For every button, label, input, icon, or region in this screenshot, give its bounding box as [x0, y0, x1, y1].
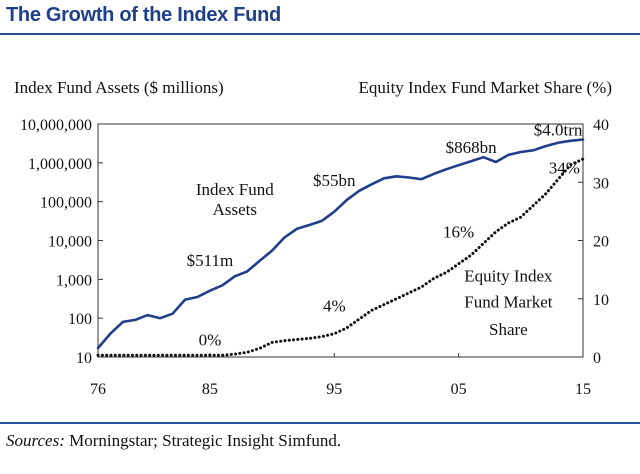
- annotation-label: $55bn: [313, 171, 356, 190]
- x-tick-label: 15: [575, 381, 591, 398]
- left-tick-label: 100: [68, 311, 92, 328]
- annotation-label: Equity Index: [464, 266, 553, 285]
- annotation-label: $4.0trn: [534, 121, 583, 140]
- left-tick-label: 1,000: [56, 272, 92, 289]
- market-share-line: [96, 157, 585, 357]
- annotation-label: Share: [489, 320, 528, 339]
- chart-title: The Growth of the Index Fund: [6, 4, 281, 26]
- bottom-rule: [0, 422, 640, 424]
- right-axis-label: Equity Index Fund Market Share (%): [358, 78, 612, 97]
- x-tick-label: 76: [90, 381, 106, 398]
- sources-label: Sources:: [6, 431, 65, 450]
- left-axis-label: Index Fund Assets ($ millions): [14, 78, 224, 97]
- right-tick-label: 30: [593, 175, 609, 192]
- right-tick-label: 10: [593, 292, 609, 309]
- right-tick-label: 0: [593, 350, 601, 367]
- x-tick-label: 05: [451, 381, 467, 398]
- annotation-label: 4%: [323, 297, 346, 316]
- left-tick-label: 10: [76, 350, 92, 367]
- left-tick-label: 1,000,000: [28, 156, 92, 173]
- annotation-label: 16%: [443, 223, 474, 242]
- left-tick-label: 100,000: [40, 195, 92, 212]
- x-tick-label: 85: [202, 381, 218, 398]
- annotation-label: Fund Market: [464, 292, 553, 311]
- x-tick-label: 95: [326, 381, 342, 398]
- left-tick-label: 10,000: [48, 234, 92, 251]
- top-rule: [0, 33, 640, 35]
- annotation-label: Index Fund: [196, 180, 274, 199]
- annotation-label: $511m: [187, 251, 234, 270]
- annotation-label: 0%: [199, 330, 222, 349]
- right-tick-label: 20: [593, 234, 609, 251]
- annotation-label: Assets: [213, 200, 257, 219]
- sources-note: Sources: Morningstar; Strategic Insight …: [6, 431, 341, 451]
- sources-text: Morningstar; Strategic Insight Simfund.: [64, 431, 342, 450]
- annotation-label: 34%: [549, 159, 580, 178]
- assets-line: [96, 138, 585, 350]
- right-tick-label: 40: [593, 117, 609, 134]
- annotation-label: $868bn: [446, 138, 498, 157]
- left-tick-label: 10,000,000: [20, 117, 92, 134]
